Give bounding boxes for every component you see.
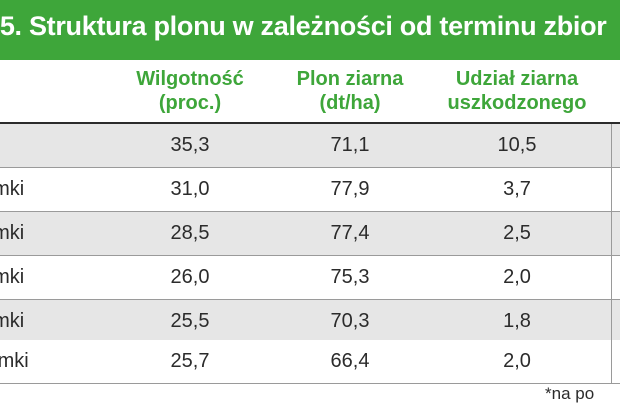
row-label: amki [0, 310, 25, 332]
cell-yield: 77,9 [330, 178, 370, 200]
column-header-yield: Plon ziarna (dt/ha) [255, 67, 445, 115]
table-row: amki 26,0 75,3 2,0 [0, 256, 620, 300]
cell-moisture: 25,7 [170, 350, 210, 372]
cell-damaged: 1,8 [503, 310, 531, 332]
table-header: Wilgotność (proc.) Plon ziarna (dt/ha) U… [0, 60, 620, 124]
table-row: amki 25,5 70,3 1,8 [0, 300, 620, 344]
column-divider [611, 256, 612, 299]
row-label: amki [0, 178, 25, 200]
table-row: amki 28,5 77,4 2,5 [0, 212, 620, 256]
row-label: lamki [0, 350, 29, 372]
cell-moisture: 25,5 [170, 310, 210, 332]
column-header-damaged: Udział ziarna uszkodzonego [422, 67, 612, 115]
column-divider [611, 300, 612, 343]
column-header-line: Wilgotność [136, 68, 244, 90]
row-label: amki [0, 222, 25, 244]
cell-yield: 70,3 [330, 310, 370, 332]
table-title-bar: ela 5. Struktura plonu w zależności od t… [0, 0, 620, 60]
cell-yield: 75,3 [330, 266, 370, 288]
column-divider [611, 340, 612, 383]
footnote: *na po [545, 384, 595, 403]
table-row: 35,3 71,1 10,5 [0, 124, 620, 168]
cell-yield: 77,4 [330, 222, 370, 244]
cell-damaged: 2,0 [503, 266, 531, 288]
cell-damaged: 2,0 [503, 350, 531, 372]
table-row: lamki 25,7 66,4 2,0 [0, 340, 620, 384]
cell-damaged: 2,5 [503, 222, 531, 244]
cell-yield: 71,1 [330, 134, 370, 156]
column-header-line: (proc.) [158, 92, 222, 114]
table-title: ela 5. Struktura plonu w zależności od t… [0, 11, 607, 41]
row-label [0, 124, 62, 167]
row-label: amki [0, 266, 25, 288]
cell-moisture: 28,5 [170, 222, 210, 244]
column-header-line: Udział ziarna [455, 68, 579, 90]
cell-yield: 66,4 [330, 350, 370, 372]
column-header-line: (dt/ha) [319, 92, 381, 114]
column-header-line: Plon ziarna [296, 68, 404, 90]
table-row: amki 31,0 77,9 3,7 [0, 168, 620, 212]
column-divider [611, 124, 612, 167]
column-header-line: uszkodzonego [447, 92, 587, 114]
cell-damaged: 10,5 [497, 134, 537, 156]
column-divider [611, 212, 612, 255]
cell-moisture: 26,0 [170, 266, 210, 288]
column-divider [611, 168, 612, 211]
cell-moisture: 31,0 [170, 178, 210, 200]
cell-moisture: 35,3 [170, 134, 210, 156]
cell-damaged: 3,7 [503, 178, 531, 200]
column-header-moisture: Wilgotność (proc.) [95, 67, 285, 115]
